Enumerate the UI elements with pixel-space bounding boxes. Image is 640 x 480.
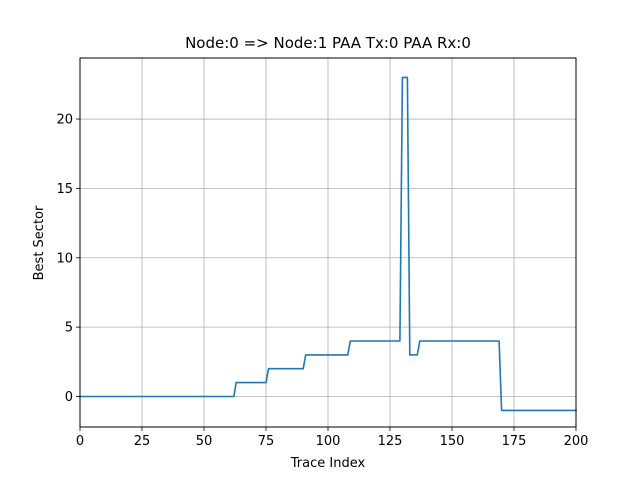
ticks: 0 25 50 75 100 125 150 175 200 0 5 10 15 20: [56, 113, 588, 449]
y-tick-label: 20: [56, 113, 73, 128]
x-tick-label: 0: [76, 434, 84, 449]
x-tick-label: 200: [564, 434, 589, 449]
y-tick-label: 10: [56, 251, 73, 266]
y-tick-label: 0: [65, 390, 73, 405]
x-tick-label: 50: [196, 434, 213, 449]
x-tick-label: 100: [316, 434, 341, 449]
series-layer: [79, 76, 577, 412]
y-axis-label: Best Sector: [32, 205, 47, 280]
x-tick-label: 75: [258, 434, 275, 449]
y-tick-label: 15: [56, 182, 73, 197]
x-tick-label: 125: [378, 434, 403, 449]
x-tick-label: 150: [440, 434, 465, 449]
x-axis-label: Trace Index: [290, 456, 366, 471]
y-tick-label: 5: [65, 321, 73, 336]
chart-title: Node:0 => Node:1 PAA Tx:0 PAA Rx:0: [185, 34, 471, 52]
grid: [79, 58, 577, 427]
x-tick-label: 175: [502, 434, 527, 449]
series-line: [79, 76, 577, 412]
x-tick-label: 25: [134, 434, 151, 449]
